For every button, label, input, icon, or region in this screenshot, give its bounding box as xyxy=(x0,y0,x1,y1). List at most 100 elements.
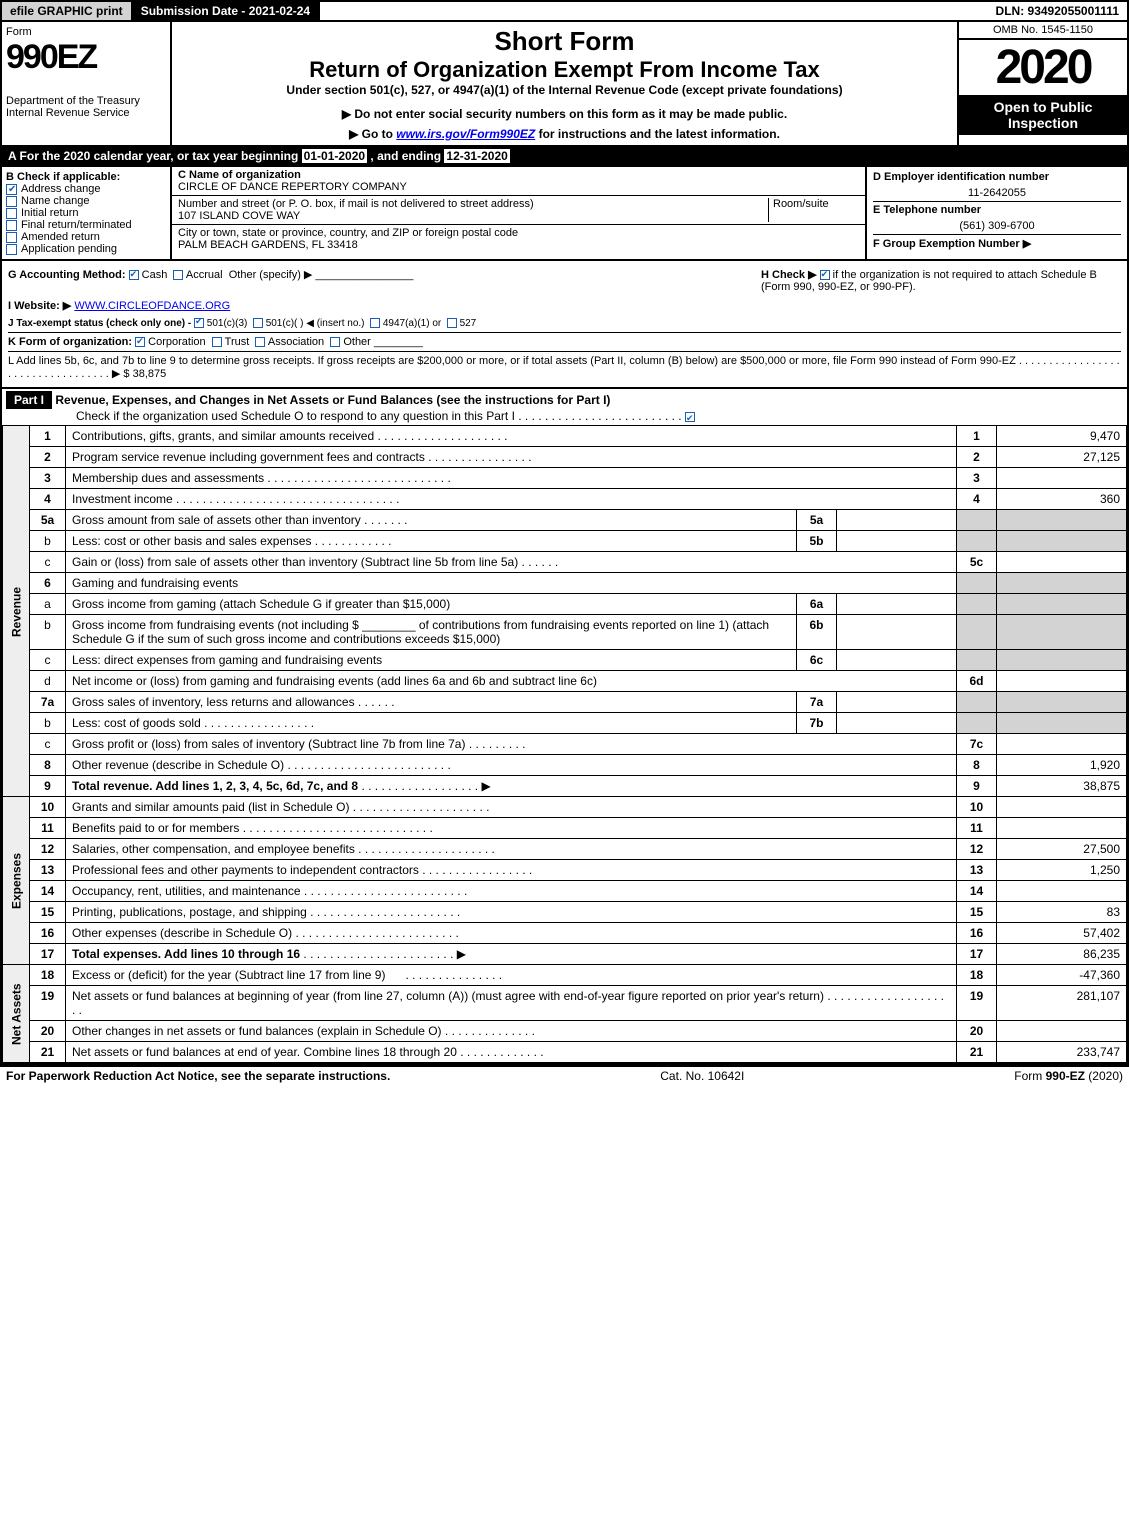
line-6c-desc: Less: direct expenses from gaming and fu… xyxy=(66,650,797,671)
col-b: B Check if applicable: Address change Na… xyxy=(2,167,172,259)
a-mid: , and ending xyxy=(370,149,444,163)
line-5b-ibox: 5b xyxy=(797,531,837,552)
line-14-amt xyxy=(997,881,1127,902)
chk-amended-return[interactable] xyxy=(6,232,17,243)
line-16-desc: Other expenses (describe in Schedule O) … xyxy=(66,923,957,944)
line-5c-desc: Gain or (loss) from sale of assets other… xyxy=(66,552,957,573)
line-18-desc: Excess or (deficit) for the year (Subtra… xyxy=(66,965,957,986)
lbl-name-change: Name change xyxy=(21,195,90,207)
lbl-cash: Cash xyxy=(142,269,168,281)
line-17-box: 17 xyxy=(957,944,997,965)
line-13-amt: 1,250 xyxy=(997,860,1127,881)
line-7a-ival xyxy=(837,692,957,713)
a-end: 12-31-2020 xyxy=(444,149,509,163)
d-label: D Employer identification number xyxy=(873,169,1121,185)
lbl-amended-return: Amended return xyxy=(21,231,100,243)
line-11-box: 11 xyxy=(957,818,997,839)
chk-corp[interactable] xyxy=(135,337,145,347)
line-20-box: 20 xyxy=(957,1021,997,1042)
line-18-box: 18 xyxy=(957,965,997,986)
chk-assoc[interactable] xyxy=(255,337,265,347)
omb-label: OMB No. 1545-1150 xyxy=(959,22,1127,40)
line-5a-shade-amt xyxy=(997,510,1127,531)
footer-left: For Paperwork Reduction Act Notice, see … xyxy=(6,1069,390,1083)
chk-h[interactable] xyxy=(820,270,830,280)
line-7b-desc: Less: cost of goods sold . . . . . . . .… xyxy=(66,713,797,734)
line-6d-amt xyxy=(997,671,1127,692)
chk-501c3[interactable] xyxy=(194,318,204,328)
chk-address-change[interactable] xyxy=(6,184,17,195)
form-word: Form xyxy=(6,26,166,38)
lbl-501c: 501(c)( ) ◀ (insert no.) xyxy=(266,318,365,329)
line-7c-desc: Gross profit or (loss) from sales of inv… xyxy=(66,734,957,755)
line-10-desc: Grants and similar amounts paid (list in… xyxy=(66,797,957,818)
line-5a-desc: Gross amount from sale of assets other t… xyxy=(66,510,797,531)
chk-trust[interactable] xyxy=(212,337,222,347)
line-12-box: 12 xyxy=(957,839,997,860)
line-9-amt: 38,875 xyxy=(997,776,1127,797)
line-2-amt: 27,125 xyxy=(997,447,1127,468)
line-5b-ival xyxy=(837,531,957,552)
e-phone: (561) 309-6700 xyxy=(873,218,1121,234)
chk-cash[interactable] xyxy=(129,270,139,280)
ssn-warning: ▶ Do not enter social security numbers o… xyxy=(176,107,953,121)
lbl-initial-return: Initial return xyxy=(21,207,78,219)
j-label: J Tax-exempt status (check only one) - xyxy=(8,318,191,329)
chk-accrual[interactable] xyxy=(173,270,183,280)
footer-right: Form 990-EZ (2020) xyxy=(1014,1069,1123,1083)
lbl-app-pending: Application pending xyxy=(21,243,117,255)
i-label: I Website: ▶ xyxy=(8,300,71,312)
chk-initial-return[interactable] xyxy=(6,208,17,219)
line-4-amt: 360 xyxy=(997,489,1127,510)
a-label: A For the 2020 calendar year, or tax yea… xyxy=(8,149,302,163)
k-label: K Form of organization: xyxy=(8,336,132,348)
submission-date-button[interactable]: Submission Date - 2021-02-24 xyxy=(133,2,320,20)
chk-name-change[interactable] xyxy=(6,196,17,207)
line-12-amt: 27,500 xyxy=(997,839,1127,860)
line-8-desc: Other revenue (describe in Schedule O) .… xyxy=(66,755,957,776)
line-17-desc: Total expenses. Add lines 10 through 16 … xyxy=(66,944,957,965)
chk-final-return[interactable] xyxy=(6,220,17,231)
section-revenue: Revenue xyxy=(3,426,30,797)
line-2-box: 2 xyxy=(957,447,997,468)
line-11-amt xyxy=(997,818,1127,839)
city-label: City or town, state or province, country… xyxy=(178,227,518,239)
line-5a-shade xyxy=(957,510,997,531)
footer-mid: Cat. No. 10642I xyxy=(390,1069,1014,1083)
c-org-name: CIRCLE OF DANCE REPERTORY COMPANY xyxy=(178,181,407,193)
line-10-box: 10 xyxy=(957,797,997,818)
line-19-box: 19 xyxy=(957,986,997,1021)
line-6-desc: Gaming and fundraising events xyxy=(66,573,957,594)
header-mid: Short Form Return of Organization Exempt… xyxy=(172,22,957,145)
chk-4947[interactable] xyxy=(370,318,380,328)
line-7b-ival xyxy=(837,713,957,734)
chk-app-pending[interactable] xyxy=(6,244,17,255)
line-21-box: 21 xyxy=(957,1042,997,1063)
efile-print-button[interactable]: efile GRAPHIC print xyxy=(2,2,133,20)
part1-check-text: Check if the organization used Schedule … xyxy=(76,409,682,423)
chk-part1-schedule-o[interactable] xyxy=(685,412,695,422)
h-label: H Check ▶ xyxy=(761,269,817,281)
col-c: C Name of organization CIRCLE OF DANCE R… xyxy=(172,167,867,259)
row-a-tax-year: A For the 2020 calendar year, or tax yea… xyxy=(0,147,1129,167)
lbl-trust: Trust xyxy=(225,336,250,348)
d-ein: 11-2642055 xyxy=(873,185,1121,201)
line-9-desc: Total revenue. Add lines 1, 2, 3, 4, 5c,… xyxy=(66,776,957,797)
e-label: E Telephone number xyxy=(873,201,1121,218)
website-link[interactable]: WWW.CIRCLEOFDANCE.ORG xyxy=(74,300,230,312)
line-2-desc: Program service revenue including govern… xyxy=(66,447,957,468)
l-text: L Add lines 5b, 6c, and 7b to line 9 to … xyxy=(8,355,1120,380)
h-box: H Check ▶ if the organization is not req… xyxy=(761,268,1121,293)
irs-link[interactable]: www.irs.gov/Form990EZ xyxy=(396,127,535,141)
line-7a-desc: Gross sales of inventory, less returns a… xyxy=(66,692,797,713)
part1-title: Revenue, Expenses, and Changes in Net As… xyxy=(55,393,610,407)
line-6a-desc: Gross income from gaming (attach Schedul… xyxy=(66,594,797,615)
chk-501c[interactable] xyxy=(253,318,263,328)
line-6d-box: 6d xyxy=(957,671,997,692)
chk-other-org[interactable] xyxy=(330,337,340,347)
line-10-amt xyxy=(997,797,1127,818)
l-value: 38,875 xyxy=(133,368,167,380)
line-21-amt: 233,747 xyxy=(997,1042,1127,1063)
chk-527[interactable] xyxy=(447,318,457,328)
header-left: Form 990EZ Department of the Treasury In… xyxy=(2,22,172,145)
